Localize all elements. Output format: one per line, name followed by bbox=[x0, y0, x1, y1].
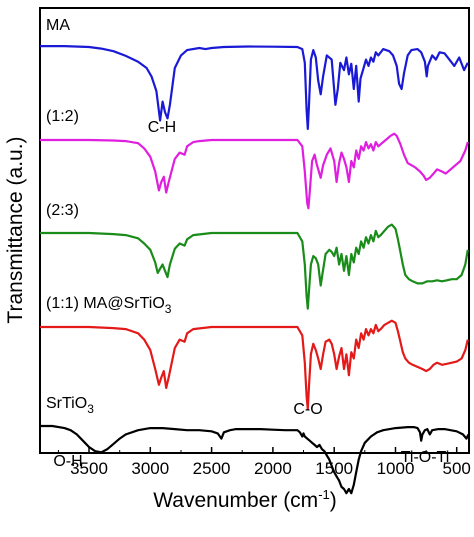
annotation-0: C-H bbox=[148, 119, 176, 136]
series-label-4: SrTiO3 bbox=[46, 395, 94, 416]
y-axis-title: Transmittance (a.u.) bbox=[4, 136, 27, 323]
annotation-2: O-H bbox=[53, 453, 82, 470]
annotation-group: C-H C-O O-H Ti-O-Ti bbox=[53, 119, 449, 470]
series-label-group: MA (1:2) (2:3) (1:1) MA@SrTiO3 SrTiO3 bbox=[46, 17, 172, 416]
series-label-3: (1:1) MA@SrTiO3 bbox=[46, 295, 172, 316]
series-group bbox=[40, 45, 470, 495]
plot-frame bbox=[39, 7, 470, 454]
x-tick-label-2: 2500 bbox=[193, 459, 231, 478]
x-tick-group: 3500 3000 2500 2000 1500 1000 500 bbox=[57, 447, 471, 478]
x-tick-label-4: 1500 bbox=[315, 459, 353, 478]
x-tick-label-0: 3500 bbox=[70, 459, 108, 478]
series-label-1: (1:2) bbox=[46, 108, 79, 125]
x-tick-label-6: 500 bbox=[443, 459, 471, 478]
x-axis-title: Wavenumber (cm-1) bbox=[153, 487, 337, 512]
series-line-0 bbox=[40, 45, 469, 130]
series-line-2 bbox=[40, 223, 469, 310]
x-tick-label-5: 1000 bbox=[377, 459, 415, 478]
x-tick-label-1: 3000 bbox=[131, 459, 169, 478]
series-label-0: MA bbox=[46, 17, 70, 34]
series-line-4 bbox=[40, 424, 470, 495]
annotation-3: Ti-O-Ti bbox=[401, 449, 450, 466]
series-label-2: (2:3) bbox=[46, 202, 79, 219]
annotation-1: C-O bbox=[293, 401, 322, 418]
x-tick-label-3: 2000 bbox=[254, 459, 292, 478]
series-line-1 bbox=[40, 132, 469, 210]
series-line-3 bbox=[40, 319, 469, 410]
